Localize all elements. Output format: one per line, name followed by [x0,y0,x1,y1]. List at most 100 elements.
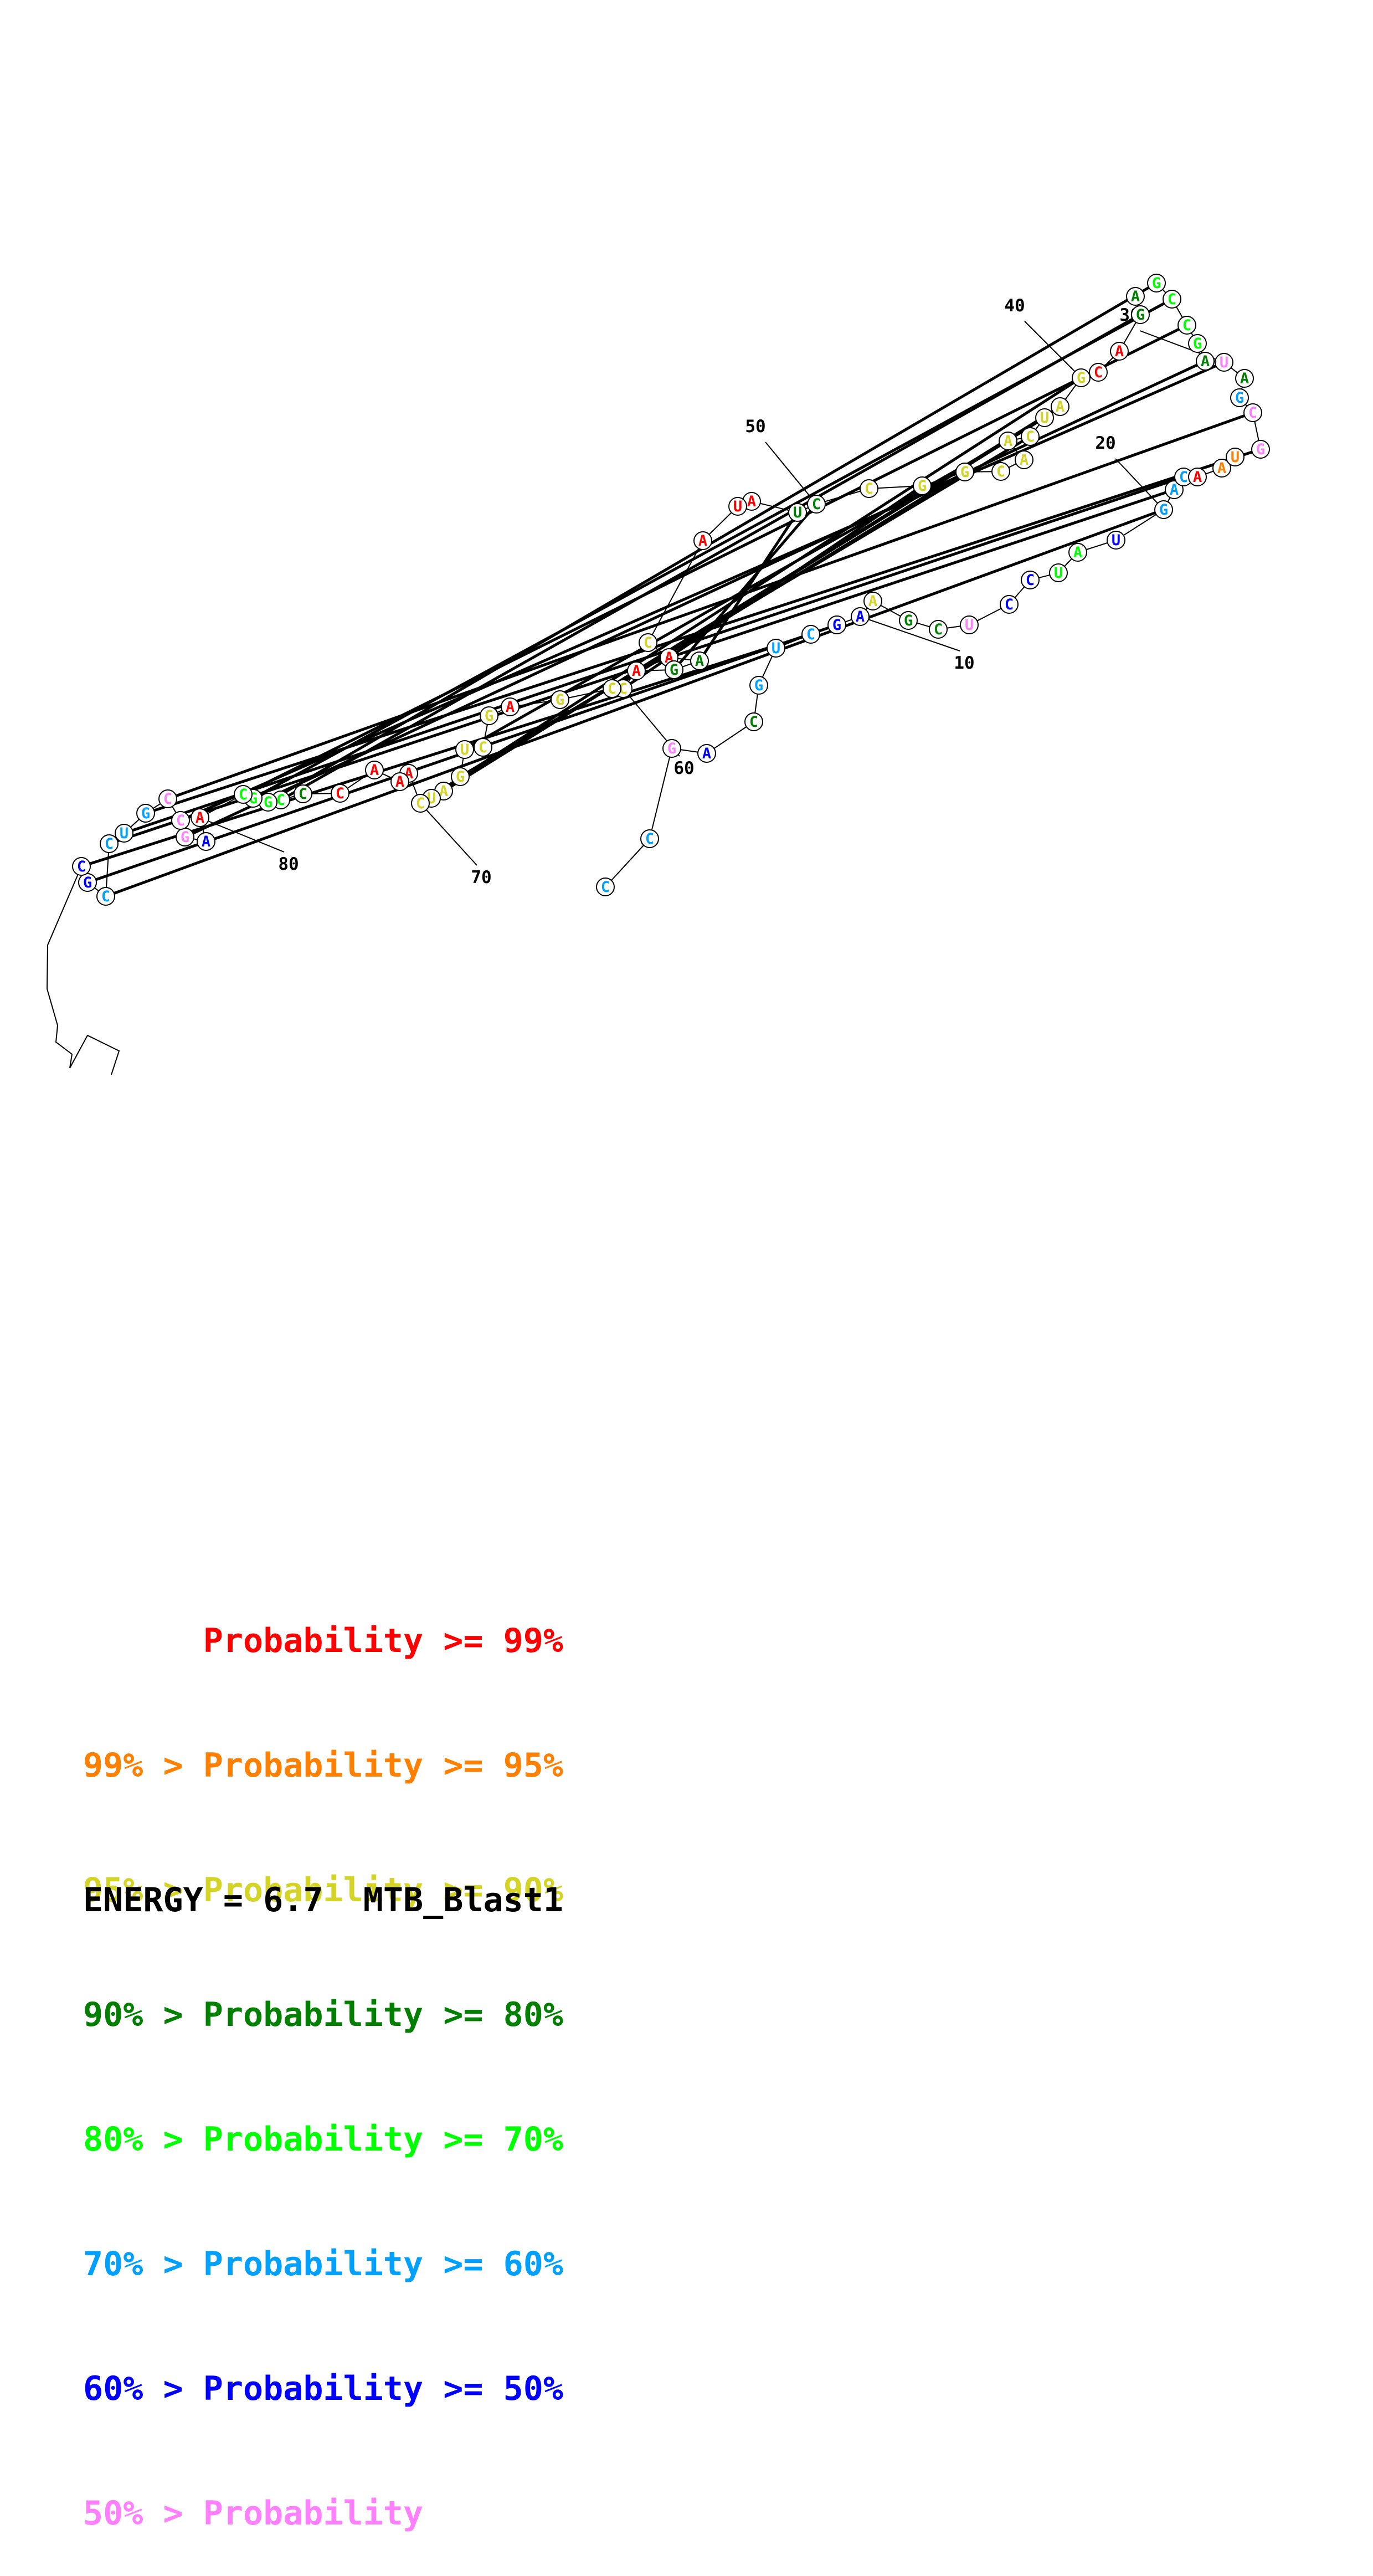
nucleotide-letter: C [1094,364,1103,381]
nucleotide-letter: U [793,504,802,521]
nucleotide-letter: C [1182,317,1191,334]
nucleotide-circle [1154,500,1173,519]
nucleotide-circle [596,878,615,896]
nucleotide-circle [662,739,681,758]
nucleotide: G [1230,388,1249,407]
nucleotide-letter: C [996,463,1005,480]
nucleotide: U [788,503,807,522]
nucleotide-circle [96,887,115,906]
nucleotide-circle [1021,571,1040,589]
nucleotide-letter: C [239,786,248,803]
nucleotide-circle [1215,353,1233,372]
nucleotide-circle [744,712,763,731]
nucleotide-circle [767,639,785,658]
nucleotide-circle [1072,368,1091,387]
nucleotide: C [294,784,312,803]
nucleotide-letter: G [832,617,841,634]
nucleotide-circle [749,676,768,695]
legend-row-plow: 50% > Probability [83,2494,424,2533]
nucleotide: C [991,462,1010,481]
nucleotide-letter: G [141,805,150,822]
base-pair-bond [419,376,1082,805]
legend-row-p50: 60% > Probability >= 50% [83,2369,563,2408]
tick-line [1024,321,1082,378]
nucleotide: U [1107,531,1125,550]
nucleotide-letter: A [439,783,448,800]
nucleotide-circle [451,767,470,786]
nucleotide-letter: G [1159,501,1168,519]
nucleotide: A [1110,342,1129,361]
nucleotide: C [1089,363,1108,382]
nucleotide-letter: A [196,809,204,827]
nucleotide-circle [411,794,430,813]
legend-row-p90: 95% > Probability >= 90% [83,1871,563,1910]
nucleotide: C [744,712,763,731]
nucleotide: A [1126,287,1145,306]
nucleotide-circle [788,503,807,522]
nucleotide-letter: A [632,663,641,680]
nucleotide-circle [728,497,747,516]
nucleotide: C [1021,427,1040,446]
nucleotide-circle [1051,397,1069,416]
legend-row-p99: Probability >= 99% [83,1621,563,1660]
nucleotide-circle [1000,595,1019,614]
nucleotide: G [749,676,768,695]
nucleotide: A [1235,369,1254,388]
nucleotide-circle [1035,408,1054,427]
nucleotide-circle [697,744,716,763]
nucleotide-letter: C [479,739,487,756]
nucleotide-circle [158,789,177,808]
base-pair-bond [124,475,1184,835]
nucleotide-letter: G [754,677,763,694]
nucleotide-letter: C [336,785,344,802]
nucleotide: C [234,785,253,804]
base-pair-bond [280,313,1141,802]
nucleotide: A [693,531,712,550]
nucleotide-circle [851,607,870,626]
nucleotide-letter: U [965,617,974,634]
nucleotide-letter: A [1056,398,1065,415]
nucleotide-circle [480,706,498,725]
nucleotide: G [899,611,918,630]
nucleotide-letter: A [856,608,865,625]
nucleotide: C [596,878,615,896]
nucleotide: C [1177,316,1196,335]
nucleotide: C [807,495,826,514]
nucleotide-letter: C [105,835,114,853]
nucleotide: A [851,607,870,626]
nucleotide-circle [640,829,659,848]
backbone-layer [46,282,1262,1075]
nucleotide: G [1072,368,1091,387]
nucleotide: G [551,690,569,709]
nucleotide-letter: A [395,773,404,791]
nucleotide: C [100,834,119,853]
base-pair-bond [698,511,799,662]
nucleotide: A [390,772,409,791]
nucleotide-circle [991,462,1010,481]
nucleotide-letter: C [806,626,815,643]
nucleotide: U [1035,408,1054,427]
nucleotide: A [863,592,882,610]
nucleotide-letter: A [1073,544,1082,561]
nucleotide: A [690,651,709,670]
nucleotide-letter: C [1168,291,1176,308]
nucleotide-circle [1177,316,1196,335]
nucleotide: A [1068,543,1087,562]
nucleotide-letter: A [202,833,210,850]
legend-row-p60: 70% > Probability >= 60% [83,2245,563,2283]
nucleotide-circle [294,784,312,803]
nucleotide: U [767,639,785,658]
nucleotide-letter: G [1235,389,1244,407]
nucleotide: G [78,873,97,892]
tick-label: 10 [954,653,974,673]
nucleotide-circle [913,476,932,495]
nucleotide: G [1131,305,1150,324]
nucleotide-circle [1126,287,1145,306]
legend-row-p70: 80% > Probability >= 70% [83,2120,563,2159]
nucleotide: G [1188,334,1207,353]
nucleotide-letter: A [702,745,711,762]
nucleotide-circle [693,531,712,550]
nucleotide-circle [1015,450,1033,469]
nucleotide-circle [136,804,155,823]
